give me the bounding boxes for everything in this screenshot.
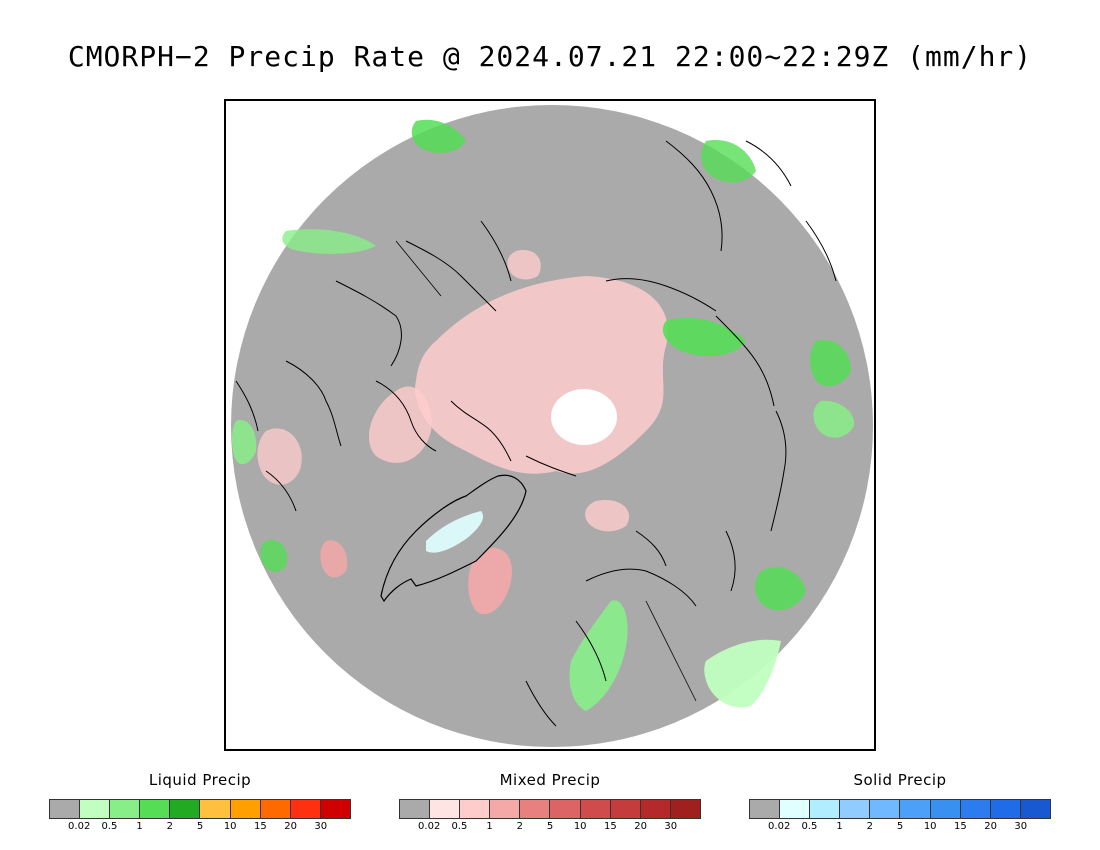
liquid-precip-scandinavia — [569, 600, 628, 711]
legend-tick-label: 30 — [314, 821, 328, 832]
legend-swatch — [490, 800, 521, 818]
liquid-precip-legend: Liquid Precip 0.02 0.5 1 2 5 10 15 20 30 — [49, 770, 351, 835]
legend-swatch — [50, 800, 81, 818]
legend-tick-label: 30 — [1014, 821, 1028, 832]
legend-tick-label: 1 — [836, 821, 843, 832]
legend-tick-label: 15 — [254, 821, 267, 832]
legend-tick-label: 10 — [223, 821, 237, 832]
legend-swatch — [460, 800, 491, 818]
legend-tick-label: 0.5 — [451, 821, 468, 832]
legend-tick-label: 0.5 — [801, 821, 818, 832]
legend-swatch — [140, 800, 171, 818]
liquid-precip-ticks: 0.02 0.5 1 2 5 10 15 20 30 — [49, 821, 351, 835]
legend-tick-label: 15 — [954, 821, 967, 832]
legend-swatch — [230, 800, 261, 818]
legend-tick-label: 20 — [984, 821, 997, 832]
legend-swatch — [900, 800, 931, 818]
legend-swatch — [520, 800, 551, 818]
solid-precip-legend: Solid Precip 0.02 0.5 1 2 5 10 15 20 30 — [749, 770, 1051, 835]
legend-tick-label: 0.5 — [101, 821, 118, 832]
mixed-precip-legend: Mixed Precip 0.02 0.5 1 2 5 10 15 20 30 — [399, 770, 701, 835]
legend-swatch — [290, 800, 321, 818]
legend-tick-label: 1 — [486, 821, 493, 832]
liquid-precip-labrador — [260, 540, 288, 573]
legend-tick-label: 0.02 — [68, 821, 91, 832]
legend-tick-label: 1 — [136, 821, 143, 832]
legend-tick-label: 10 — [923, 821, 937, 832]
pole-no-data — [551, 389, 617, 445]
liquid-precip-europe — [704, 639, 781, 708]
legend-swatch — [960, 800, 991, 818]
mixed-precip-ticks: 0.02 0.5 1 2 5 10 15 20 30 — [399, 821, 701, 835]
solid-precip-greenland — [426, 511, 484, 553]
polar-map-canvas — [231, 105, 873, 747]
liquid-precip-fareast — [810, 340, 851, 387]
legend-swatch — [170, 800, 201, 818]
liquid-precip-canada-north — [282, 229, 376, 254]
polar-map — [224, 99, 876, 751]
legend-swatch — [990, 800, 1021, 818]
legend-tick-label: 10 — [573, 821, 587, 832]
legend-swatch — [930, 800, 961, 818]
legend-tick-label: 0.02 — [418, 821, 441, 832]
solid-precip-ticks: 0.02 0.5 1 2 5 10 15 20 30 — [749, 821, 1051, 835]
mixed-precip-legend-title: Mixed Precip — [499, 771, 601, 789]
legend-swatch — [640, 800, 671, 818]
legend-tick-label: 5 — [896, 821, 904, 832]
liquid-precip-colorbar — [49, 799, 351, 819]
international-borders — [395, 240, 697, 702]
legend-swatch — [610, 800, 641, 818]
legend-tick-label: 5 — [196, 821, 204, 832]
liquid-precip-northpacific — [813, 400, 855, 438]
coastlines — [235, 140, 837, 727]
legend-tick-label: 2 — [516, 821, 523, 832]
liquid-precip-alaska — [411, 119, 466, 153]
solid-precip-colorbar — [749, 799, 1051, 819]
liquid-precip-legend-title: Liquid Precip — [148, 771, 252, 789]
legend-tick-label: 30 — [664, 821, 678, 832]
legend-swatch — [200, 800, 231, 818]
liquid-precip-east-asia — [700, 140, 756, 183]
liquid-precip-hudson — [231, 420, 257, 465]
legend-tick-label: 20 — [634, 821, 647, 832]
mixed-precip-barents — [585, 500, 630, 532]
legend-swatch — [260, 800, 291, 818]
legend-tick-label: 2 — [166, 821, 173, 832]
legend-swatch — [580, 800, 611, 818]
mixed-precip-arctic-2 — [368, 386, 432, 463]
legend-swatch — [840, 800, 871, 818]
legend-swatch — [110, 800, 141, 818]
legend-swatch — [430, 800, 461, 818]
legend-swatch — [780, 800, 811, 818]
mixed-precip-baffin — [257, 428, 302, 485]
liquid-precip-russia — [755, 567, 806, 611]
legend-swatch — [400, 800, 431, 818]
legend-swatch — [320, 800, 350, 818]
mixed-precip-labrador — [320, 540, 348, 578]
legend-swatch — [80, 800, 111, 818]
legend-swatch — [750, 800, 781, 818]
solid-precip-legend-title: Solid Precip — [853, 771, 947, 789]
legend-tick-label: 2 — [866, 821, 873, 832]
mixed-precip-siberia — [507, 250, 541, 280]
legend-swatch — [550, 800, 581, 818]
liquid-precip-siberia — [662, 317, 746, 357]
mixed-precip-colorbar — [399, 799, 701, 819]
legend-tick-label: 0.02 — [768, 821, 791, 832]
legend-tick-label: 20 — [284, 821, 297, 832]
legend-tick-label: 15 — [604, 821, 617, 832]
legend-tick-label: 5 — [546, 821, 554, 832]
map-title: CMORPH−2 Precip Rate @ 2024.07.21 22:00~… — [67, 40, 1033, 73]
legend-swatch — [870, 800, 901, 818]
legend-swatch — [810, 800, 841, 818]
legend-swatch — [670, 800, 700, 818]
mixed-precip-greenland-sea — [468, 547, 512, 615]
legend-swatch — [1020, 800, 1050, 818]
